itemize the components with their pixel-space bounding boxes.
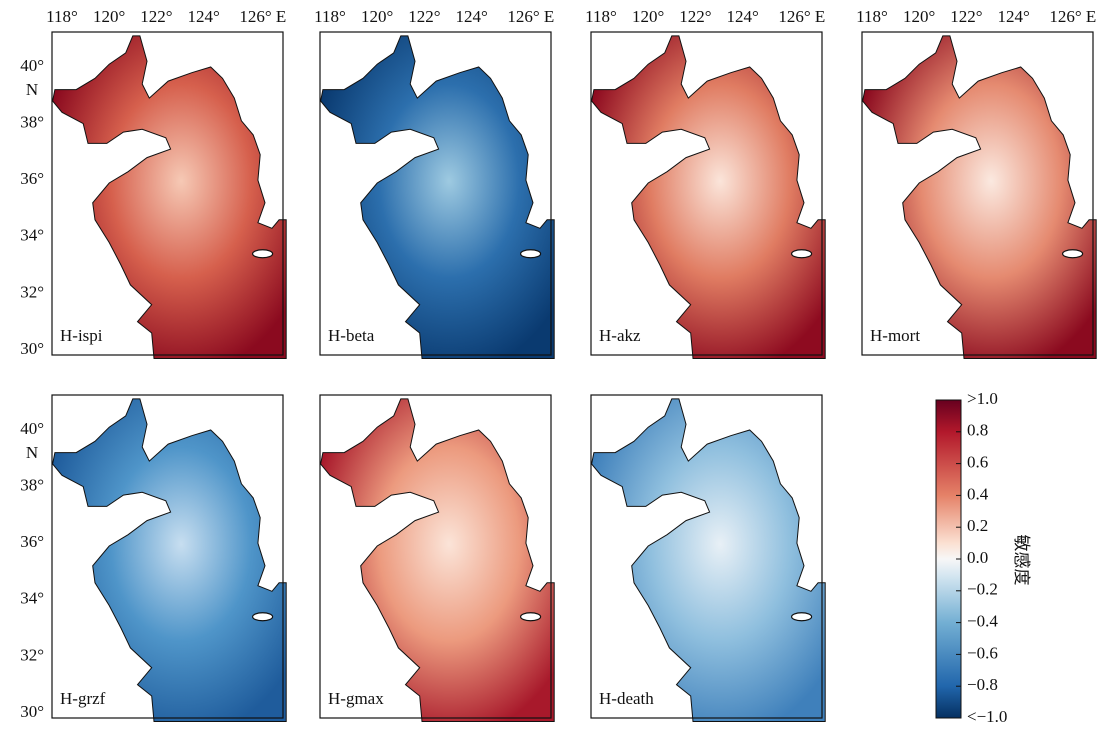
lon-label: 126° E [1049, 7, 1096, 26]
lat-label: 40° [20, 419, 44, 438]
colorbar-tick-label: 0.6 [967, 453, 988, 472]
lon-label: 124° [726, 7, 758, 26]
panel-label: H-gmax [328, 689, 384, 708]
lat-label: 40° [20, 56, 44, 75]
map-panel: H-gmax [319, 394, 555, 722]
lon-label: 126° E [778, 7, 825, 26]
lat-label: 32° [20, 645, 44, 664]
lat-label: 36° [20, 169, 44, 188]
colorbar-tick-label: <−1.0 [967, 707, 1007, 726]
panel-label: H-grzf [60, 689, 106, 708]
lat-label: 34° [20, 226, 44, 245]
lon-label: 120° [632, 7, 664, 26]
island [791, 249, 813, 259]
lon-label: 120° [93, 7, 125, 26]
colorbar-tick-label: 0.2 [967, 516, 988, 535]
map-panel: H-ispi 118° 120° 122° 124° 126° E 40° 38° 36° 34°… [20, 7, 287, 359]
map-panel: H-mort 118° 120° 122° 124° 126° E [856, 7, 1097, 359]
lon-label: 118° [856, 7, 888, 26]
lon-label: 122° [140, 7, 172, 26]
lon-label: 122° [950, 7, 982, 26]
panel-frame [590, 394, 823, 719]
colorbar-tick-label: −0.6 [967, 643, 998, 662]
sea-field [591, 398, 826, 722]
panel-frame [319, 394, 552, 719]
lon-label: 124° [187, 7, 219, 26]
lat-label: 38° [20, 476, 44, 495]
panel-label: H-akz [599, 326, 641, 345]
lon-label: 118° [585, 7, 617, 26]
sea-field [320, 398, 555, 722]
sea-field [52, 398, 287, 722]
lat-label: 30° [20, 339, 44, 358]
colorbar-label: 敏感度 [1012, 535, 1031, 586]
lon-label: 126° E [239, 7, 286, 26]
panel-frame [590, 31, 823, 356]
panel-frame [319, 31, 552, 356]
map-panel: H-grzf 40° 38° 36° 34° 32° 30° N [20, 394, 287, 722]
lat-label: 36° [20, 532, 44, 551]
colorbar-tick-label: −0.2 [967, 580, 998, 599]
lon-label: 122° [679, 7, 711, 26]
lat-label: 38° [20, 113, 44, 132]
panel-frame [51, 394, 284, 719]
lat-label: 32° [20, 282, 44, 301]
lat-unit: N [26, 443, 38, 462]
panel-frame [861, 31, 1094, 356]
lon-label: 124° [997, 7, 1029, 26]
map-panel: H-death [590, 394, 826, 722]
sea-field [52, 35, 287, 359]
panel-label: H-mort [870, 326, 920, 345]
island [520, 249, 542, 259]
colorbar-tick-label: 0.0 [967, 548, 988, 567]
lon-label: 122° [408, 7, 440, 26]
island [252, 612, 274, 622]
sea-field [591, 35, 826, 359]
colorbar-tick-label: >1.0 [967, 389, 998, 408]
colorbar-tick-label: 0.8 [967, 421, 988, 440]
colorbar-tick-label: −0.4 [967, 612, 998, 631]
lon-label: 118° [46, 7, 78, 26]
lon-label: 124° [455, 7, 487, 26]
panel-label: H-ispi [60, 326, 103, 345]
lat-label: 30° [20, 702, 44, 721]
colorbar-tick-label: 0.4 [967, 484, 989, 503]
sea-field [862, 35, 1097, 359]
lon-label: 118° [314, 7, 346, 26]
lon-label: 120° [361, 7, 393, 26]
island [252, 249, 274, 259]
lon-label: 126° E [507, 7, 554, 26]
island [1062, 249, 1084, 259]
map-panel: H-akz 118° 120° 122° 124° 126° E [585, 7, 826, 359]
island [520, 612, 542, 622]
lat-label: 34° [20, 589, 44, 608]
panel-label: H-beta [328, 326, 375, 345]
sea-field [320, 35, 555, 359]
panel-frame [51, 31, 284, 356]
panel-label: H-death [599, 689, 654, 708]
lon-label: 120° [903, 7, 935, 26]
lat-unit: N [26, 80, 38, 99]
island [791, 612, 813, 622]
colorbar-tick-label: −0.8 [967, 675, 998, 694]
map-panel: H-beta 118° 120° 122° 124° 126° E [314, 7, 555, 359]
